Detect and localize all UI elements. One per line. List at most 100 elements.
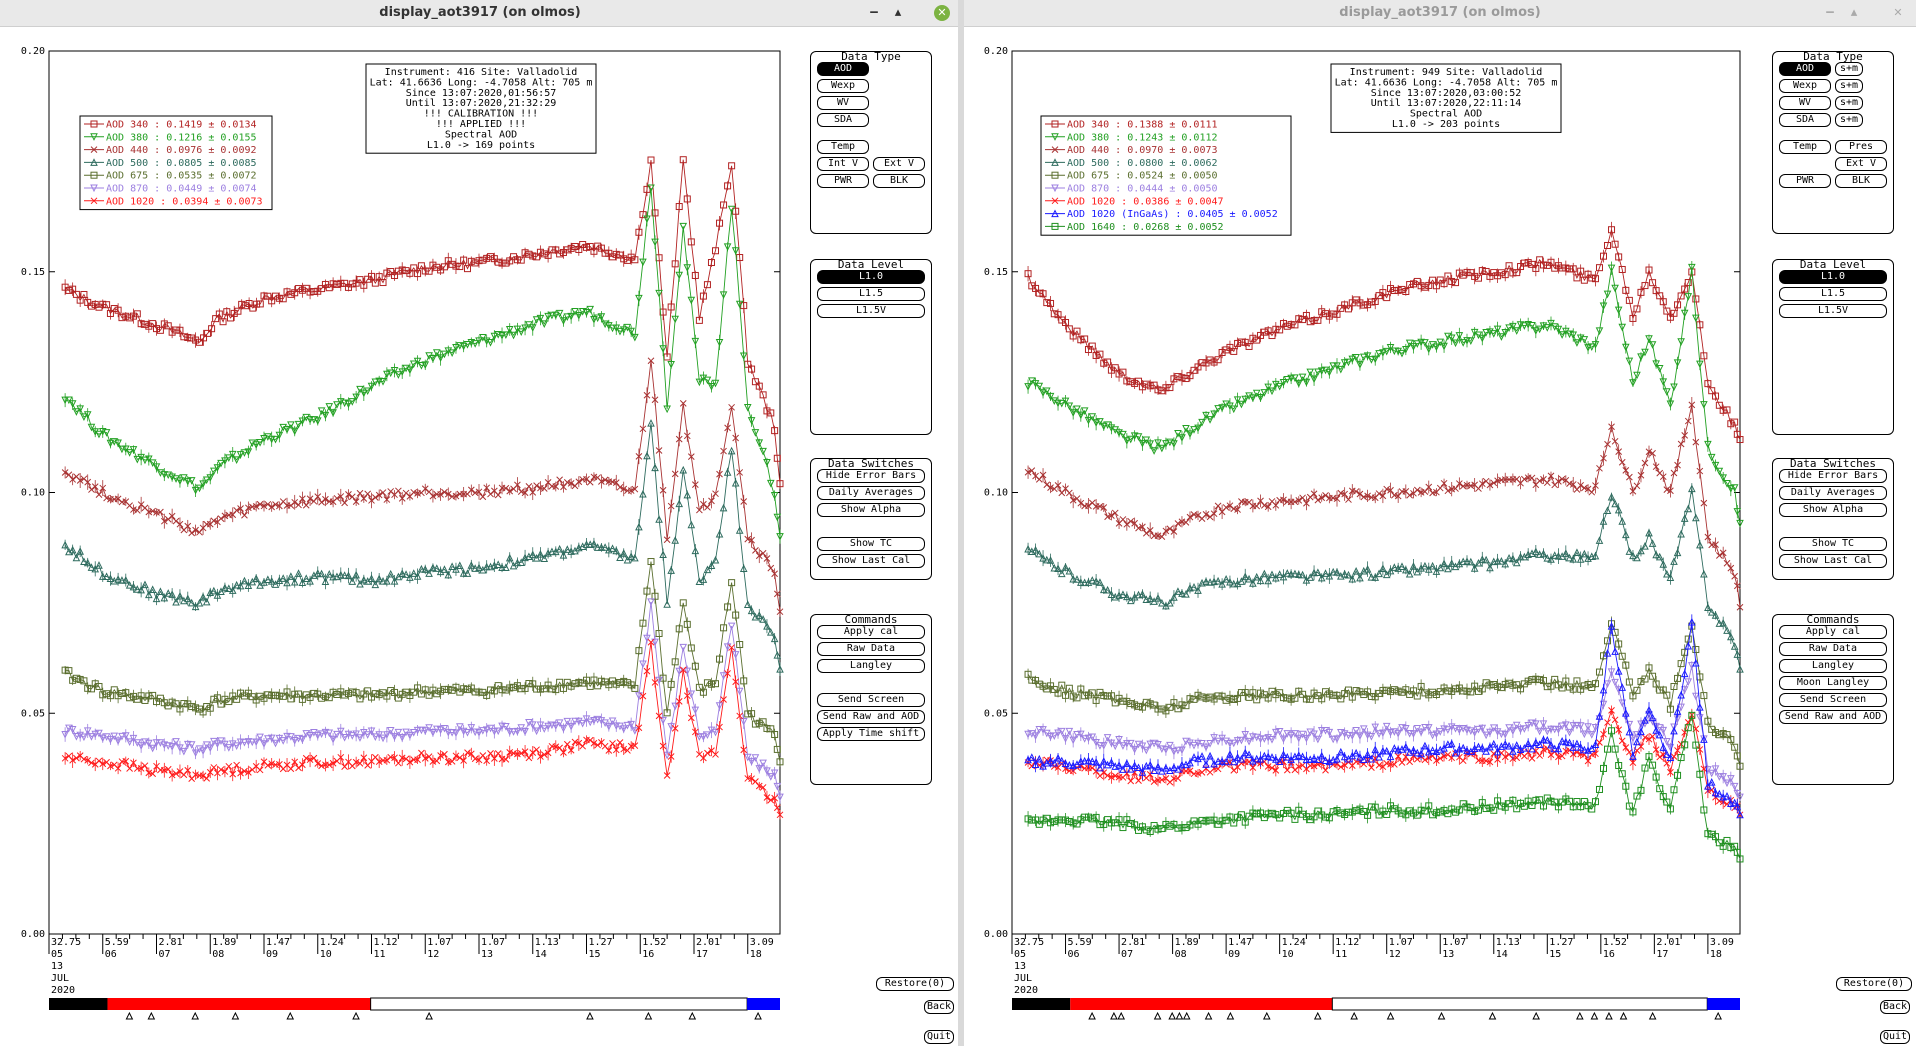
restore-button[interactable]: Restore(0) <box>1836 977 1912 991</box>
l1-0-button[interactable]: L1.0 <box>817 270 925 284</box>
langley-button[interactable]: Langley <box>1779 659 1887 673</box>
s-plus-m-button[interactable]: s+m <box>1835 62 1863 76</box>
data-point <box>1229 757 1238 766</box>
data-point <box>444 490 452 498</box>
raw-data-button[interactable]: Raw Data <box>1779 642 1887 656</box>
langley-button[interactable]: Langley <box>817 659 925 673</box>
data-point <box>586 242 594 250</box>
restore-button[interactable]: Restore(0) <box>876 977 954 991</box>
show-last-cal-button[interactable]: Show Last Cal <box>1779 554 1887 568</box>
data-point <box>1692 513 1700 522</box>
data-point <box>356 385 364 394</box>
pwr-button[interactable]: PWR <box>1779 174 1831 188</box>
data-point <box>583 475 590 483</box>
data-point <box>1696 321 1704 329</box>
data-point <box>1174 705 1182 713</box>
l1-0-button[interactable]: L1.0 <box>1779 270 1887 284</box>
right-titlebar[interactable]: display_aot3917 (on olmos) ‒ ▴ ✕ <box>964 0 1916 27</box>
data-point <box>728 162 736 170</box>
data-point <box>1551 675 1559 683</box>
hide-error-bars-button[interactable]: Hide Error Bars <box>817 469 925 483</box>
send-screen-button[interactable]: Send Screen <box>1779 693 1887 707</box>
aod-button[interactable]: AOD <box>1779 62 1831 76</box>
quit-button[interactable]: Quit <box>924 1030 954 1044</box>
apply-cal-button[interactable]: Apply cal <box>1779 625 1887 639</box>
data-point <box>1467 804 1475 812</box>
maximize-icon[interactable]: ▴ <box>1850 5 1858 20</box>
minimize-icon[interactable]: ‒ <box>869 5 879 20</box>
data-point <box>1104 772 1111 779</box>
data-point <box>1723 836 1731 844</box>
sda-button[interactable]: SDA <box>817 113 869 127</box>
data-point <box>1730 782 1739 791</box>
blk-button[interactable]: BLK <box>873 174 925 188</box>
data-point <box>1536 676 1544 684</box>
send-screen-button[interactable]: Send Screen <box>817 693 925 707</box>
daily-averages-button[interactable]: Daily Averages <box>1779 486 1887 500</box>
temp-button[interactable]: Temp <box>817 140 869 154</box>
blk-button[interactable]: BLK <box>1835 174 1887 188</box>
show-alpha-button[interactable]: Show Alpha <box>817 503 925 517</box>
data-point <box>1088 342 1096 350</box>
data-point <box>651 638 659 647</box>
minimize-icon[interactable]: ‒ <box>1825 5 1835 20</box>
int-v-button[interactable]: Int V <box>817 157 869 171</box>
data-point <box>605 249 613 257</box>
data-point <box>252 441 260 449</box>
send-raw-and-aod-button[interactable]: Send Raw and AOD <box>817 710 925 724</box>
back-button[interactable]: Back <box>1880 1000 1910 1014</box>
data-point <box>623 323 632 332</box>
l1-5-button[interactable]: L1.5 <box>1779 287 1887 301</box>
sda-button[interactable]: SDA <box>1779 113 1831 127</box>
show-tc-button[interactable]: Show TC <box>817 537 925 551</box>
wv-button[interactable]: WV <box>817 96 869 110</box>
l1-5v-button[interactable]: L1.5V <box>817 304 925 318</box>
data-point <box>1103 734 1112 742</box>
hide-error-bars-button[interactable]: Hide Error Bars <box>1779 469 1887 483</box>
data-point <box>386 726 395 735</box>
data-point <box>1119 516 1127 523</box>
data-point <box>1413 811 1421 819</box>
l1-5-button[interactable]: L1.5 <box>817 287 925 301</box>
show-alpha-button[interactable]: Show Alpha <box>1779 503 1887 517</box>
data-point <box>1604 637 1612 645</box>
wexp-button[interactable]: Wexp <box>817 79 869 93</box>
data-point <box>1257 689 1265 697</box>
s-plus-m-button[interactable]: s+m <box>1835 79 1863 93</box>
back-button[interactable]: Back <box>924 1000 954 1014</box>
quit-button[interactable]: Quit <box>1880 1030 1910 1044</box>
s-plus-m-button[interactable]: s+m <box>1835 113 1863 127</box>
wv-button[interactable]: WV <box>1779 96 1831 110</box>
close-icon[interactable]: ✕ <box>934 5 950 21</box>
temp-button[interactable]: Temp <box>1779 140 1831 154</box>
data-point <box>1314 755 1322 763</box>
raw-data-button[interactable]: Raw Data <box>817 642 925 656</box>
left-titlebar[interactable]: display_aot3917 (on olmos) ‒ ▴ ✕ <box>0 0 960 27</box>
data-point <box>494 560 503 568</box>
data-point <box>206 744 215 753</box>
info-line: Lat: 41.6636 Long: -4.7058 Alt: 705 m <box>370 77 593 88</box>
data-point <box>1047 682 1055 690</box>
l1-5v-button[interactable]: L1.5V <box>1779 304 1887 318</box>
data-point <box>156 694 164 702</box>
moon-langley-button[interactable]: Moon Langley <box>1779 676 1887 690</box>
data-point <box>1436 688 1444 696</box>
pwr-button[interactable]: PWR <box>817 174 869 188</box>
s-plus-m-button[interactable]: s+m <box>1835 96 1863 110</box>
maximize-icon[interactable]: ▴ <box>894 5 902 20</box>
ext-v-button[interactable]: Ext V <box>873 157 925 171</box>
aod-button[interactable]: AOD <box>817 62 869 76</box>
show-last-cal-button[interactable]: Show Last Cal <box>817 554 925 568</box>
wexp-button[interactable]: Wexp <box>1779 79 1831 93</box>
show-tc-button[interactable]: Show TC <box>1779 537 1887 551</box>
data-point <box>1608 727 1616 735</box>
data-point <box>773 782 782 791</box>
apply-time-shift-button[interactable]: Apply Time shift <box>817 727 925 741</box>
ext-v-button[interactable]: Ext V <box>1835 157 1887 171</box>
daily-averages-button[interactable]: Daily Averages <box>817 486 925 500</box>
send-raw-and-aod-button[interactable]: Send Raw and AOD <box>1779 710 1887 724</box>
apply-cal-button[interactable]: Apply cal <box>817 625 925 639</box>
pres-button[interactable]: Pres <box>1835 140 1887 154</box>
data-point <box>1394 752 1402 760</box>
close-icon[interactable]: ✕ <box>1893 6 1903 19</box>
